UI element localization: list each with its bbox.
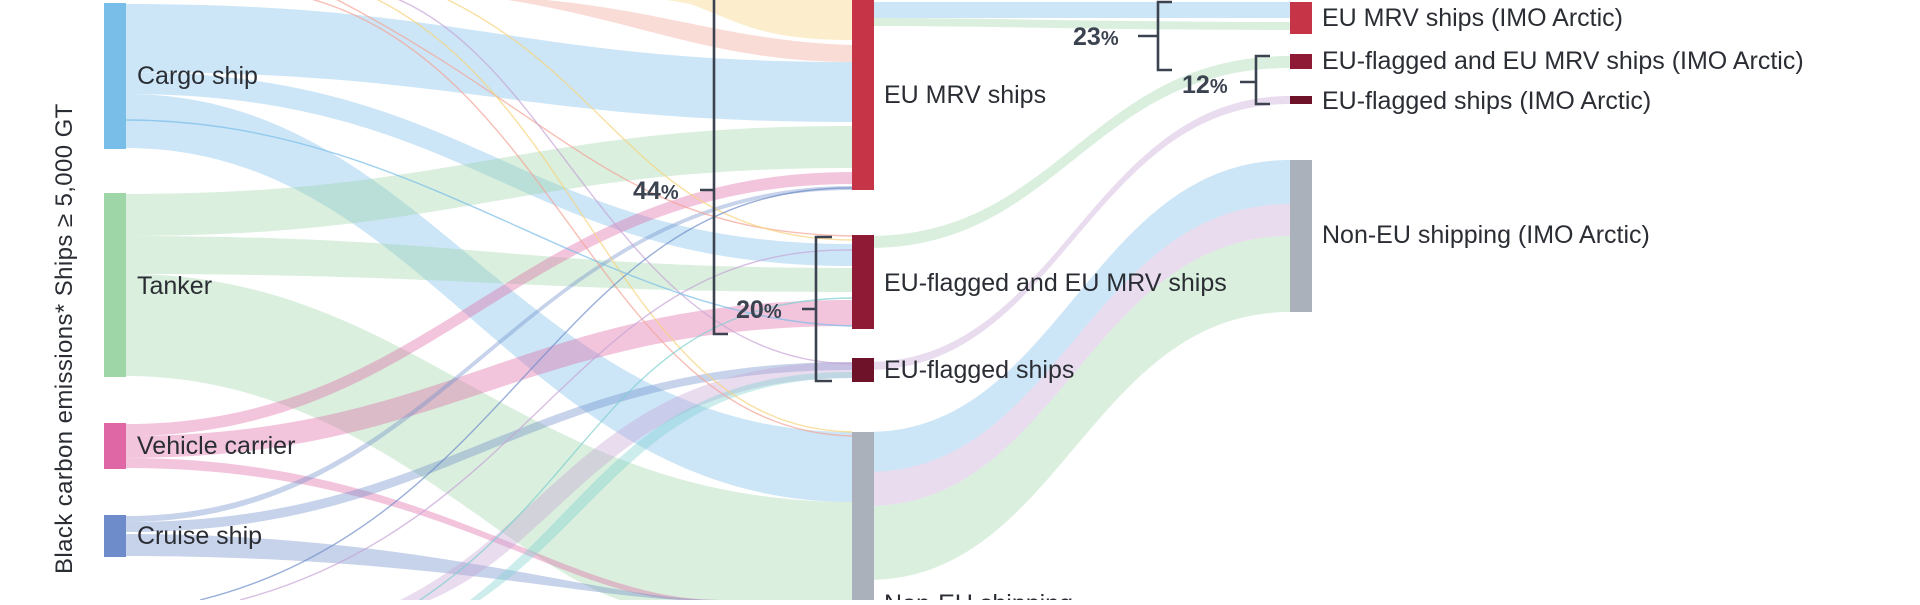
flow-offscreen-purple-rising xyxy=(400,362,852,600)
thin-flow-strands xyxy=(125,0,853,601)
flow-cruise-to-eu-flag xyxy=(126,362,852,532)
flow-eu-flag-mrv-to-arctic xyxy=(868,56,1290,248)
flow-tanker-to-eu-flag-mrv xyxy=(126,236,852,292)
node-eu-mrv-ships[interactable] xyxy=(852,0,874,190)
node-eu-flagged-and-eu-mrv-ships-imo-arctic[interactable] xyxy=(1290,54,1312,69)
flow-non-eu-to-arctic-green xyxy=(868,236,1290,580)
node-eu-flagged-and-eu-mrv-ships[interactable] xyxy=(852,235,874,329)
share-20-label: 20% xyxy=(736,296,782,324)
flow-vehicle-to-eu-mrv xyxy=(126,172,852,436)
flow-cargo-to-eu-mrv xyxy=(126,4,852,122)
node-eu-mrv-ships-imo-arctic[interactable] xyxy=(1290,2,1312,34)
flow-vehicle-to-eu-flag-mrv xyxy=(126,300,852,458)
node-non-eu-shipping-imo-arctic[interactable] xyxy=(1290,160,1312,312)
flow-cargo-to-non-eu xyxy=(126,94,852,502)
label-tanker: Tanker xyxy=(137,272,212,300)
flow-eu-mrv-to-arctic xyxy=(868,2,1290,18)
strand-cruise-1 xyxy=(199,187,853,601)
bracket-20 xyxy=(802,235,832,383)
label-vehicle-carrier: Vehicle carrier xyxy=(137,432,295,460)
source-nodes xyxy=(104,3,126,557)
label-eu-flagged-and-eu-mrv-ships: EU-flagged and EU MRV ships xyxy=(884,269,1227,297)
flow-non-eu-to-arctic-purple xyxy=(868,204,1290,506)
target-nodes xyxy=(1290,2,1312,312)
share-23-label: 23% xyxy=(1073,23,1119,51)
share-labels: 44% 20% 23% 12% xyxy=(633,23,1228,324)
flow-eu-mrv-to-arctic-2 xyxy=(868,18,1290,30)
strand-yellow-2 xyxy=(446,0,853,241)
bracket-12 xyxy=(1240,54,1270,106)
strand-yellow-1 xyxy=(376,0,853,433)
share-brackets xyxy=(700,0,1270,383)
label-non-eu-shipping-imo-arctic: Non-EU shipping (IMO Arctic) xyxy=(1322,221,1650,249)
label-cargo-ship: Cargo ship xyxy=(137,62,258,90)
node-eu-flagged-ships[interactable] xyxy=(852,358,874,382)
strand-cargo-1 xyxy=(125,119,853,327)
flow-offscreen-teal-rising xyxy=(470,372,852,600)
label-cruise-ship: Cruise ship xyxy=(137,522,262,550)
share-12-label: 12% xyxy=(1182,71,1228,99)
flow-eu-flag-to-arctic xyxy=(868,96,1290,370)
source-labels: Cargo ship Tanker Vehicle carrier Cruise… xyxy=(137,62,295,550)
strand-purple-2 xyxy=(239,249,853,601)
middle-nodes xyxy=(852,0,874,604)
axis-title: Black carbon emissions* Ships ≥ 5,000 GT xyxy=(51,103,78,574)
label-eu-flagged-ships: EU-flagged ships xyxy=(884,356,1074,384)
flow-non-eu-to-arctic-blue xyxy=(868,160,1290,472)
flow-bands xyxy=(126,0,1290,600)
flow-cruise-to-non-eu xyxy=(126,534,720,600)
node-eu-flagged-ships-imo-arctic[interactable] xyxy=(1290,96,1312,104)
label-eu-flagged-ships-imo-arctic: EU-flagged ships (IMO Arctic) xyxy=(1322,87,1651,115)
label-eu-mrv-ships: EU MRV ships xyxy=(884,81,1046,109)
share-44-label: 44% xyxy=(633,177,679,205)
node-tanker[interactable] xyxy=(104,193,126,377)
strand-salmon-1 xyxy=(311,0,853,437)
label-eu-mrv-ships-imo-arctic: EU MRV ships (IMO Arctic) xyxy=(1322,4,1623,32)
label-eu-flagged-and-eu-mrv-ships-imo-arctic: EU-flagged and EU MRV ships (IMO Arctic) xyxy=(1322,47,1804,75)
bracket-44 xyxy=(700,0,728,336)
middle-labels: EU MRV ships EU-flagged and EU MRV ships… xyxy=(884,81,1227,605)
node-cargo-ship[interactable] xyxy=(104,3,126,149)
flow-tanker-to-non-eu xyxy=(126,274,852,600)
flow-cargo-to-eu-flag-mrv xyxy=(126,72,852,266)
flow-tanker-to-eu-mrv xyxy=(126,126,852,236)
node-cruise-ship[interactable] xyxy=(104,515,126,557)
strand-purple-1 xyxy=(397,0,853,365)
bracket-23 xyxy=(1138,0,1172,72)
node-vehicle-carrier[interactable] xyxy=(104,423,126,469)
strand-teal-1 xyxy=(419,297,853,601)
node-non-eu-shipping[interactable] xyxy=(852,432,874,604)
flow-salmon-to-eu-mrv xyxy=(506,0,852,62)
target-labels: EU MRV ships (IMO Arctic) EU-flagged and… xyxy=(1322,4,1804,249)
label-non-eu-shipping: Non-EU shipping xyxy=(884,590,1073,600)
